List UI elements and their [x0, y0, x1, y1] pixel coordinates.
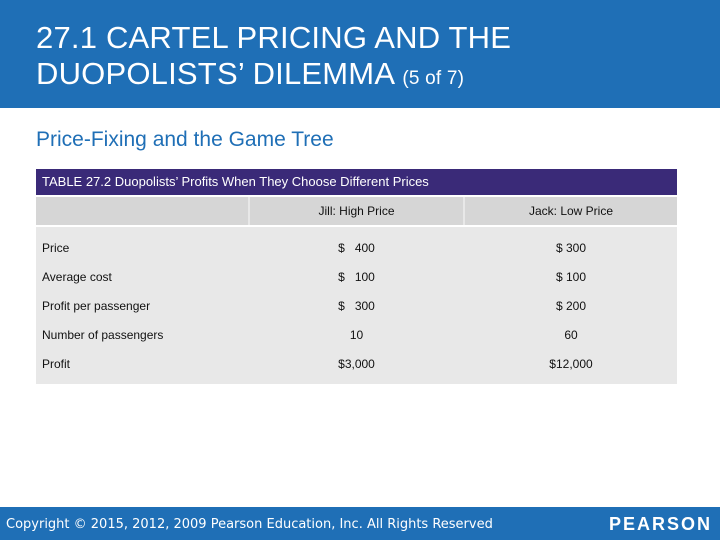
row-label-number-of-passengers: Number of passengers: [42, 328, 164, 342]
cell-jill-price: $ 400: [338, 241, 375, 255]
title-bar: 27.1 CARTEL PRICING AND THE DUOPOLISTS’ …: [0, 0, 720, 108]
cell-jack-average-cost: $ 100: [555, 270, 587, 284]
cell-jack-price: $ 300: [555, 241, 587, 255]
row-label-profit-per-passenger: Profit per passenger: [42, 299, 151, 313]
table-caption: TABLE 27.2 Duopolists’ Profits When They…: [36, 169, 677, 195]
slide-title-line-2: DUOPOLISTS’ DILEMMA (5 of 7): [36, 56, 720, 97]
row-label-price: Price: [42, 241, 70, 255]
slide-title-main: DUOPOLISTS’ DILEMMA: [36, 56, 394, 91]
slide-subtitle: Price-Fixing and the Game Tree: [36, 128, 334, 151]
cell-jill-profit: $3,000: [338, 357, 375, 371]
cell-jack-number-of-passengers: 60: [564, 328, 578, 342]
cell-jill-number-of-passengers: 10: [349, 328, 364, 342]
cell-jack-profit-per-passenger: $ 200: [555, 299, 587, 313]
cell-jill-average-cost: $ 100: [338, 270, 375, 284]
cell-jill-profit-per-passenger: $ 300: [338, 299, 375, 313]
header-divider: [36, 225, 677, 227]
table-header-jill: Jill: High Price: [250, 197, 463, 225]
copyright-notice: Copyright © 2015, 2012, 2009 Pearson Edu…: [6, 517, 493, 532]
data-table: [36, 197, 677, 384]
footer-band: [0, 507, 720, 540]
pearson-logo: PEARSON: [608, 514, 712, 534]
slide-title-line-1: 27.1 CARTEL PRICING AND THE: [36, 20, 512, 55]
row-label-profit: Profit: [42, 357, 71, 371]
table-header-jack: Jack: Low Price: [465, 197, 677, 225]
table-header-empty: [36, 197, 248, 225]
row-label-average-cost: Average cost: [42, 270, 112, 284]
cell-jack-profit: $12,000: [549, 357, 593, 371]
slide-counter: (5 of 7): [402, 68, 465, 89]
